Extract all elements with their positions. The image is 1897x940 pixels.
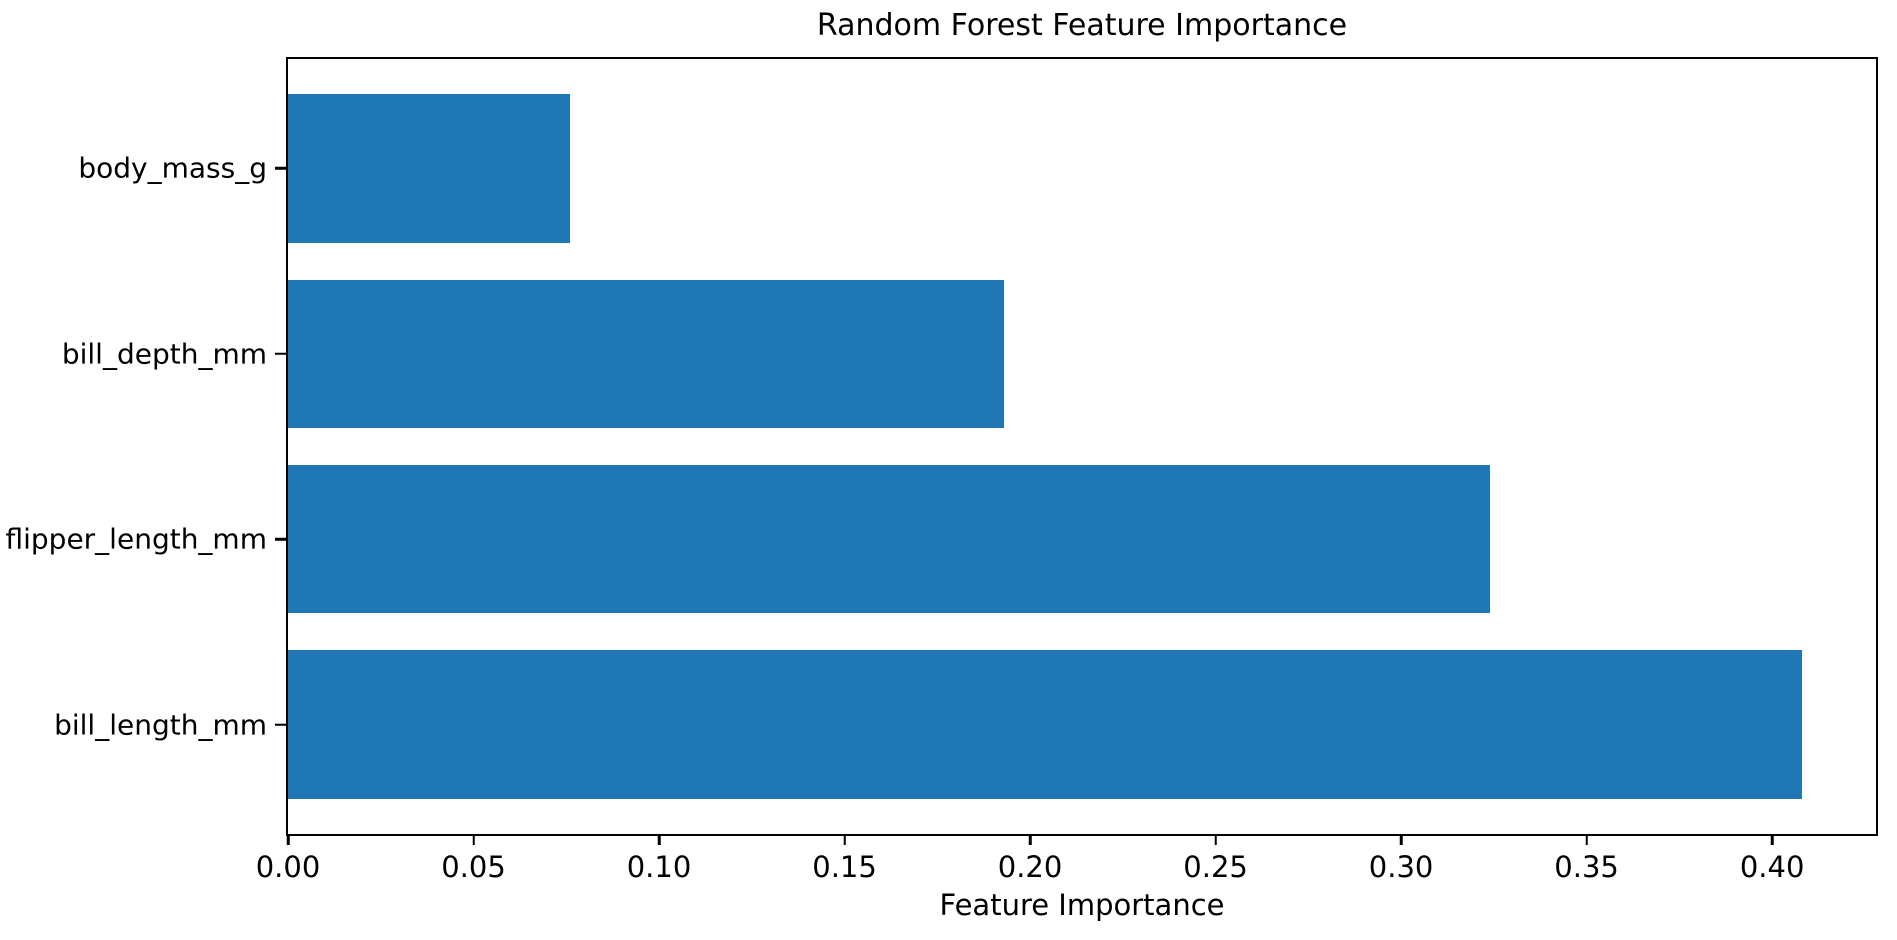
x-tick-label: 0.40 xyxy=(1739,850,1805,884)
chart-title: Random Forest Feature Importance xyxy=(816,8,1348,43)
bar-bill_length_mm xyxy=(288,650,1802,799)
y-tick-label-flipper_length_mm: flipper_length_mm xyxy=(5,522,267,556)
x-tick-label: 0.00 xyxy=(255,850,321,884)
x-tick-label: 0.10 xyxy=(626,850,692,884)
x-axis-title: Feature Importance xyxy=(939,888,1225,922)
x-tick-label: 0.15 xyxy=(812,850,877,884)
x-tick-label: 0.25 xyxy=(1183,850,1248,884)
bar-bill_depth_mm xyxy=(288,279,1005,428)
y-tick-mark xyxy=(274,352,286,356)
y-tick-mark xyxy=(274,723,286,726)
x-tick-label: 0.30 xyxy=(1368,850,1434,884)
x-tick-mark xyxy=(1028,834,1032,845)
x-tick-mark xyxy=(1770,834,1774,845)
bar-flipper_length_mm xyxy=(288,465,1491,614)
x-tick-mark xyxy=(843,834,846,845)
bar-body_mass_g xyxy=(288,94,570,243)
y-tick-label-bill_depth_mm: bill_depth_mm xyxy=(61,337,267,371)
x-tick-mark xyxy=(657,834,661,845)
x-tick-label: 0.35 xyxy=(1554,850,1619,884)
plot-area: body_mass_g bill_depth_mm flipper_length_m… xyxy=(5,57,1878,884)
x-tick-mark xyxy=(1585,834,1588,845)
x-tick-mark xyxy=(1399,834,1403,845)
y-tick-mark xyxy=(274,167,286,170)
y-tick-mark xyxy=(274,537,286,541)
x-tick-mark xyxy=(1214,834,1217,845)
y-tick-label-body_mass_g: body_mass_g xyxy=(78,151,267,185)
x-tick-label: 0.05 xyxy=(441,850,506,884)
y-tick-label-bill_length_mm: bill_length_mm xyxy=(54,708,267,742)
x-tick-mark xyxy=(472,834,475,845)
x-tick-mark xyxy=(286,834,290,845)
x-tick-label: 0.20 xyxy=(997,850,1063,884)
